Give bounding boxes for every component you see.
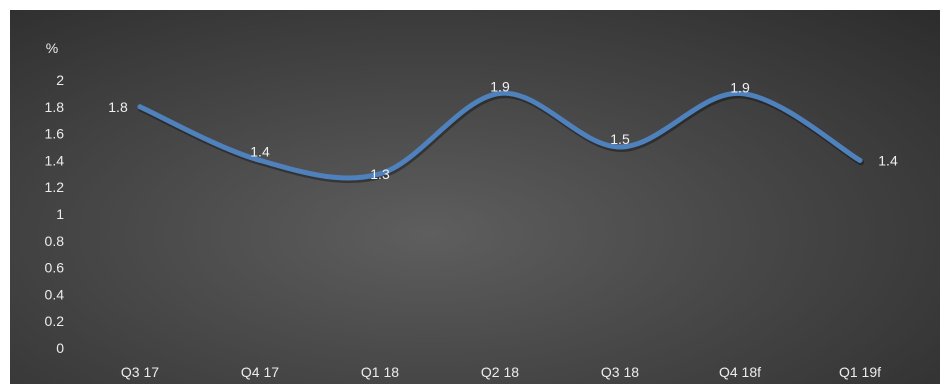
- y-tick-label: 2: [56, 72, 64, 88]
- y-tick-label: 0.4: [45, 286, 65, 302]
- data-label: 1.4: [878, 152, 898, 168]
- series-layer: [137, 90, 864, 183]
- data-labels: 1.8 1.4 1.3 1.9 1.5 1.9 1.4: [108, 78, 898, 181]
- data-label: 1.8: [108, 99, 128, 115]
- x-tick-label: Q1 19f: [839, 364, 881, 380]
- y-tick-label: 0.2: [45, 313, 65, 329]
- x-tick-label: Q4 17: [241, 364, 279, 380]
- y-tick-label: 1.4: [45, 152, 65, 168]
- data-point: [137, 104, 143, 110]
- y-tick-label: 1.6: [45, 126, 65, 142]
- data-label: 1.9: [730, 79, 750, 95]
- y-tick-label: 0.6: [45, 260, 65, 276]
- y-axis-ticks: 0 0.2 0.4 0.6 0.8 1 1.2 1.4 1.6 1.8 2: [45, 72, 65, 356]
- y-tick-label: 1: [56, 206, 64, 222]
- y-axis-unit-label: %: [46, 40, 58, 56]
- chart-background: [10, 10, 940, 384]
- data-label: 1.5: [610, 131, 630, 147]
- data-point: [257, 157, 263, 163]
- series-line: [137, 90, 863, 181]
- data-point: [617, 144, 623, 150]
- data-point: [737, 90, 743, 96]
- data-label: 1.3: [370, 166, 390, 182]
- data-label: 1.9: [490, 78, 510, 94]
- x-tick-label: Q3 18: [601, 364, 639, 380]
- series-line-shadow: [138, 92, 864, 183]
- x-tick-label: Q2 18: [481, 364, 519, 380]
- y-tick-label: 1.2: [45, 179, 65, 195]
- x-tick-label: Q4 18f: [719, 364, 761, 380]
- data-label: 1.4: [250, 143, 270, 159]
- y-tick-label: 0.8: [45, 233, 65, 249]
- data-point: [857, 157, 863, 163]
- x-tick-label: Q1 18: [361, 364, 399, 380]
- data-point: [377, 171, 383, 177]
- data-point: [497, 90, 503, 96]
- y-tick-label: 1.8: [45, 99, 65, 115]
- x-axis-ticks: Q3 17 Q4 17 Q1 18 Q2 18 Q3 18 Q4 18f Q1 19f: [121, 364, 881, 380]
- x-tick-label: Q3 17: [121, 364, 159, 380]
- y-tick-label: 0: [56, 340, 64, 356]
